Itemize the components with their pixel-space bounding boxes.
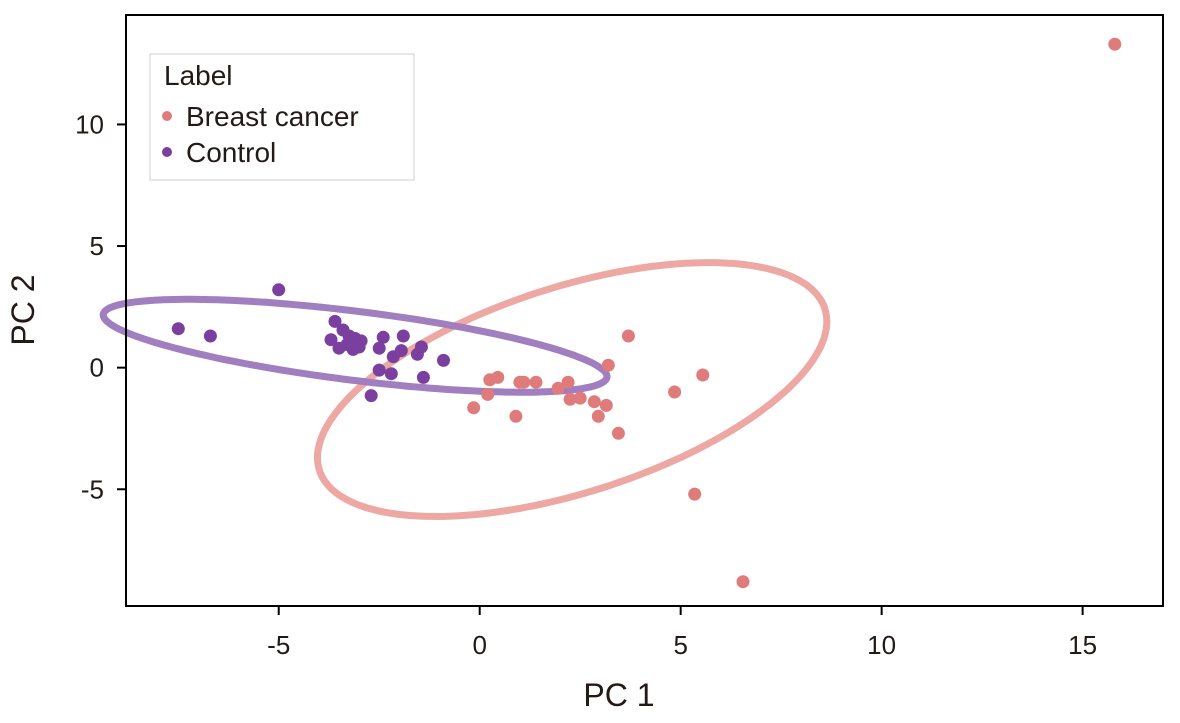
point-control-0 (171, 322, 185, 336)
y-tick-label-3: 10 (75, 109, 104, 139)
ellipse-breast-cancer (314, 259, 831, 521)
x-axis-title: PC 1 (583, 677, 654, 713)
point-breast-cancer-0 (1108, 37, 1122, 51)
point-control-13 (376, 330, 390, 344)
point-breast-cancer-3 (696, 368, 710, 382)
plot-frame (125, 14, 1164, 607)
point-breast-cancer-1 (621, 329, 635, 343)
legend-title: Label (164, 60, 233, 91)
x-tick-label-1: 0 (472, 630, 486, 660)
point-control-17 (394, 344, 408, 358)
y-tick-label-1: 0 (90, 353, 104, 383)
point-control-22 (384, 367, 398, 381)
point-control-15 (372, 341, 386, 355)
point-breast-cancer-15 (563, 392, 577, 406)
point-breast-cancer-11 (551, 381, 565, 395)
x-axis-ticks: -5 0 5 10 15 (267, 606, 1097, 660)
point-breast-cancer-19 (591, 409, 605, 423)
point-control-3 (328, 314, 342, 328)
x-tick-label-3: 10 (867, 630, 896, 660)
point-breast-cancer-20 (611, 426, 625, 440)
legend-marker-control (162, 147, 172, 157)
point-breast-cancer-4 (668, 385, 682, 399)
point-control-21 (372, 363, 386, 377)
point-breast-cancer-16 (573, 391, 587, 405)
y-tick-label-0: -5 (81, 474, 104, 504)
y-tick-label-2: 5 (90, 231, 104, 261)
legend: Label Breast cancer Control (149, 53, 415, 181)
point-control-14 (396, 329, 410, 343)
point-control-11 (332, 341, 346, 355)
y-axis-title: PC 2 (5, 274, 41, 345)
ellipse-control (99, 295, 611, 396)
confidence-ellipses (99, 259, 831, 521)
legend-label-breast-cancer: Breast cancer (186, 101, 359, 132)
point-control-1 (203, 329, 217, 343)
x-tick-label-2: 5 (673, 630, 687, 660)
legend-marker-breast-cancer (162, 111, 172, 121)
point-breast-cancer-21 (688, 487, 702, 501)
point-control-23 (416, 370, 430, 384)
data-points (171, 37, 1122, 589)
point-control-19 (414, 340, 428, 354)
x-tick-label-0: -5 (267, 630, 290, 660)
point-breast-cancer-9 (529, 375, 543, 389)
point-control-2 (272, 283, 286, 297)
point-breast-cancer-2 (601, 358, 615, 372)
x-tick-label-4: 15 (1068, 630, 1097, 660)
point-control-12 (324, 333, 338, 347)
point-control-24 (364, 389, 378, 403)
point-breast-cancer-12 (481, 387, 495, 401)
point-breast-cancer-6 (491, 370, 505, 384)
point-breast-cancer-18 (599, 398, 613, 412)
point-breast-cancer-8 (517, 375, 531, 389)
point-control-20 (437, 353, 450, 367)
point-breast-cancer-22 (736, 575, 750, 589)
point-breast-cancer-13 (467, 401, 481, 415)
point-breast-cancer-10 (561, 375, 575, 389)
legend-box (149, 53, 415, 181)
y-axis-ticks: -5 0 5 10 (75, 109, 126, 504)
legend-label-control: Control (186, 137, 276, 168)
point-breast-cancer-17 (587, 395, 601, 409)
point-breast-cancer-14 (509, 409, 523, 423)
